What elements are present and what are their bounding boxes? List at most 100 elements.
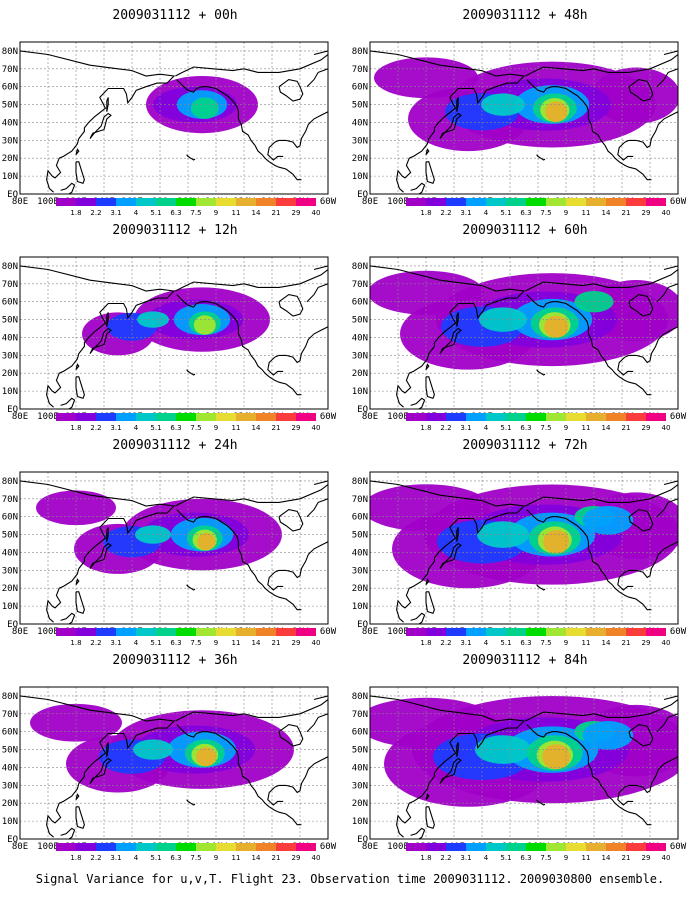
- legend-label: 29: [292, 209, 301, 215]
- legend-label: 1.8: [70, 854, 81, 860]
- legend-label: 9: [214, 854, 218, 860]
- legend-label: 6.3: [520, 424, 531, 430]
- coastline: [175, 54, 328, 77]
- legend-swatch: [446, 413, 466, 421]
- panel-title: 2009031112 + 24h: [112, 438, 238, 453]
- legend-label: 21: [622, 639, 631, 645]
- lat-label: 50N: [352, 746, 368, 756]
- legend-label: 4: [484, 424, 489, 430]
- lon-label: 80E: [12, 197, 28, 207]
- lat-label: 50N: [2, 316, 18, 326]
- legend-swatch: [466, 413, 486, 421]
- legend-label: 29: [642, 854, 651, 860]
- coastline: [306, 68, 328, 88]
- legend-swatch: [406, 198, 426, 206]
- coastline: [456, 527, 459, 542]
- lon-label: 60W: [320, 842, 337, 852]
- coastline: [456, 97, 459, 112]
- legend-swatch: [156, 413, 176, 421]
- legend-label: 29: [642, 639, 651, 645]
- panel-title: 2009031112 + 84h: [462, 653, 588, 668]
- grid-lines: [370, 42, 678, 194]
- legend-label: 4: [484, 209, 489, 215]
- coastline: [186, 154, 196, 161]
- forecast-panel-12h: 2009031112 + 12h 80N 70N 60N 50N 40N 30N 20N 10N…: [0, 215, 350, 430]
- lat-label: 30N: [352, 781, 368, 791]
- coastline: [20, 480, 176, 623]
- color-legend: 1.8 2.2 3.1 4 5.1 6.3 7.5 9 11 14 21 29 40: [56, 628, 320, 645]
- coastline: [186, 369, 196, 376]
- variance-contour: [543, 529, 570, 554]
- legend-swatch: [116, 198, 136, 206]
- legend-label: 3.1: [110, 639, 121, 645]
- coastlines: [20, 480, 328, 624]
- map-frame: [19, 471, 329, 625]
- lon-label: 60W: [670, 197, 687, 207]
- map-plot: 80N70N60N50N40N30N20N10NEQ80E100E120E140…: [352, 686, 687, 860]
- lat-label: 80N: [2, 262, 18, 272]
- lat-label: 20N: [2, 369, 18, 379]
- legend-label: 3.1: [460, 209, 471, 215]
- legend-label: 40: [312, 854, 321, 860]
- legend-swatch: [76, 198, 96, 206]
- legend-label: 9: [214, 639, 218, 645]
- lat-label: 10N: [352, 172, 368, 182]
- coastline: [410, 612, 426, 624]
- legend-label: 2.2: [440, 424, 451, 430]
- legend-swatch: [276, 628, 296, 636]
- variance-contour: [36, 490, 116, 526]
- legend-label: 6.3: [170, 854, 181, 860]
- lat-label: 20N: [352, 584, 368, 594]
- coastline: [20, 265, 176, 408]
- legend-label: 4: [484, 854, 489, 860]
- legend-swatch: [486, 413, 506, 421]
- legend-swatch: [196, 198, 216, 206]
- variance-contour: [370, 484, 490, 532]
- coastlines: [20, 695, 328, 839]
- lat-label: 10N: [2, 387, 18, 397]
- coastline: [456, 312, 459, 327]
- coastline: [525, 269, 678, 292]
- lat-label: 10N: [352, 602, 368, 612]
- coastline: [439, 327, 462, 354]
- coastline: [525, 54, 678, 77]
- legend-swatch: [216, 413, 236, 421]
- lat-label: 60N: [352, 83, 368, 93]
- lat-label: EQ: [7, 835, 18, 845]
- lat-label: 50N: [352, 531, 368, 541]
- legend-swatch: [426, 628, 446, 636]
- legend-swatch: [116, 843, 136, 851]
- coastline: [370, 695, 526, 838]
- color-legend: 1.8 2.2 3.1 4 5.1 6.3 7.5 9 11 14 21 29 40: [406, 843, 670, 860]
- legend-label: 11: [582, 209, 591, 215]
- lat-label: 40N: [2, 118, 18, 128]
- legend-swatch: [486, 843, 506, 851]
- legend-label: 29: [642, 424, 651, 430]
- panel-title: 2009031112 + 00h: [112, 8, 238, 23]
- lat-label: 20N: [352, 154, 368, 164]
- variance-contour: [193, 315, 216, 335]
- lat-label: 50N: [2, 531, 18, 541]
- legend-label: 11: [232, 424, 241, 430]
- legend-swatch: [466, 628, 486, 636]
- coastline: [425, 161, 435, 184]
- legend-label: 6.3: [520, 854, 531, 860]
- variance-contour: [197, 533, 216, 551]
- map-plot: 80N70N60N50N40N30N20N10NEQ80E100E120E140…: [2, 686, 337, 860]
- legend-label: 2.2: [90, 209, 101, 215]
- lon-label: 60W: [670, 842, 687, 852]
- legend-label: 7.5: [540, 854, 551, 860]
- legend-swatch: [506, 628, 526, 636]
- legend-swatch: [586, 413, 606, 421]
- grid-lines: [20, 472, 328, 624]
- coastline: [278, 294, 304, 317]
- coastline: [370, 50, 526, 193]
- legend-label: 6.3: [170, 209, 181, 215]
- legend-label: 5.1: [500, 209, 511, 215]
- coastline: [274, 756, 328, 794]
- legend-swatch: [446, 843, 466, 851]
- legend-label: 40: [662, 639, 671, 645]
- coastline: [274, 326, 328, 364]
- coastline: [176, 509, 302, 611]
- legend-label: 21: [622, 209, 631, 215]
